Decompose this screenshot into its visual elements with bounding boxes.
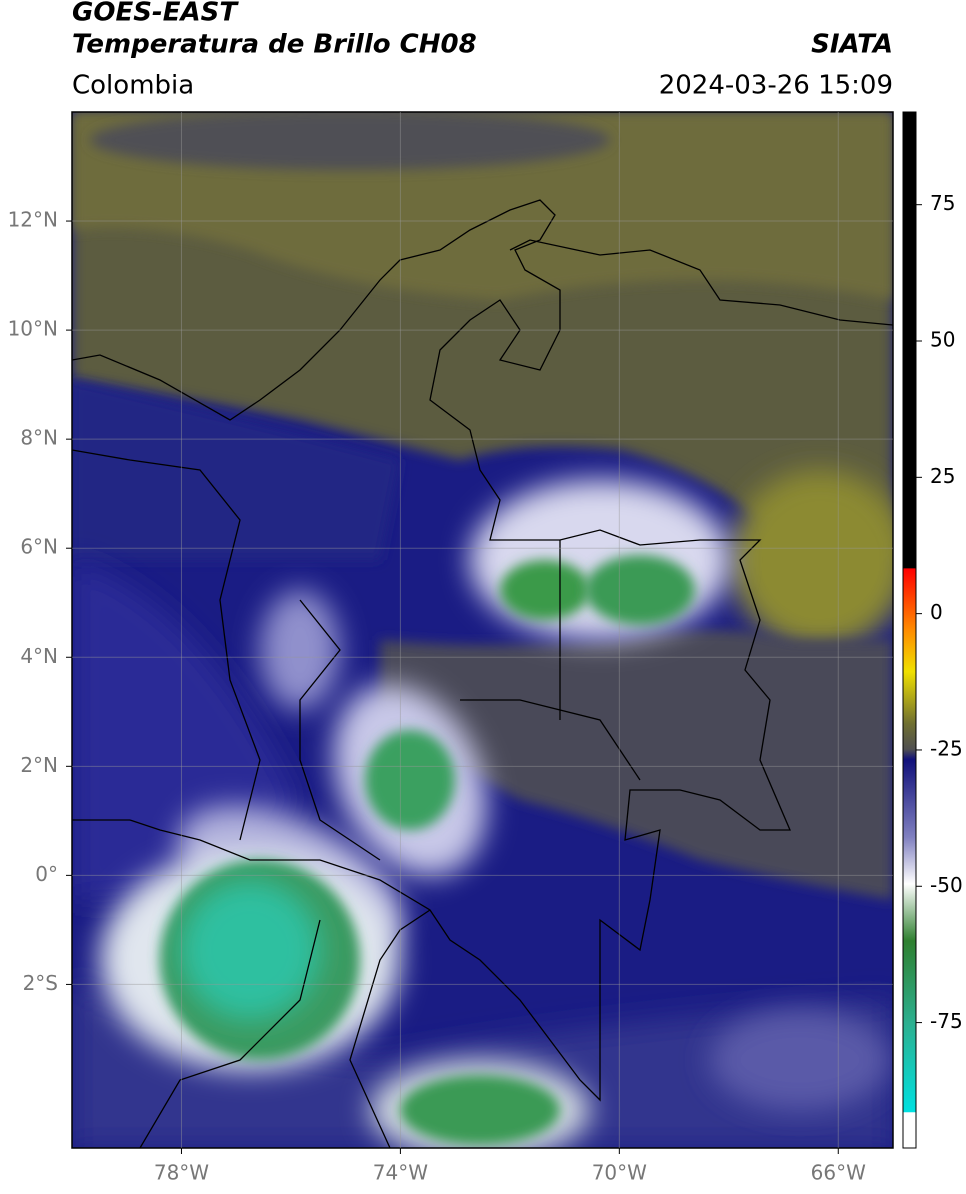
lat-tick-label: 6°N [20,535,58,559]
borders [72,199,893,1148]
region: Colombia [72,71,194,101]
colombia-border [72,199,791,1102]
lon-tick-label: 66°W [811,1161,866,1185]
lon-tick-label: 74°W [373,1161,428,1185]
lat-tick-label: 10°N [8,317,58,341]
colorbar-tick-label: 0 [930,600,943,624]
colorbar-tick-label: 25 [930,464,955,488]
satellite: GOES-EAST [72,0,239,28]
lat-tick-label: 4°N [20,644,58,668]
lat-tick-label: 2°N [20,753,58,777]
admin-border [72,449,641,1148]
colorbar-tick-label: -50 [930,873,963,897]
lon-tick-label: 70°W [592,1161,647,1185]
colorbar-tick-label: 75 [930,191,955,215]
colorbar [902,111,917,1149]
product: Temperatura de Brillo CH08 [72,30,477,60]
satellite-image [72,112,893,1148]
source: SIATA [811,30,893,60]
colorbar-tick-label: -25 [930,736,963,760]
venezuela-coast [509,239,893,326]
datetime: 2024-03-26 15:09 [659,71,893,101]
colorbar-tick-label: -75 [930,1009,963,1033]
lat-tick-label: 12°N [8,208,58,232]
lat-tick-label: 8°N [20,426,58,450]
map-frame [71,111,894,1149]
lat-tick-label: 0° [35,862,58,886]
lon-tick-label: 78°W [154,1161,209,1185]
colorbar-tick-label: 50 [930,328,955,352]
lat-tick-label: 2°S [23,971,58,995]
